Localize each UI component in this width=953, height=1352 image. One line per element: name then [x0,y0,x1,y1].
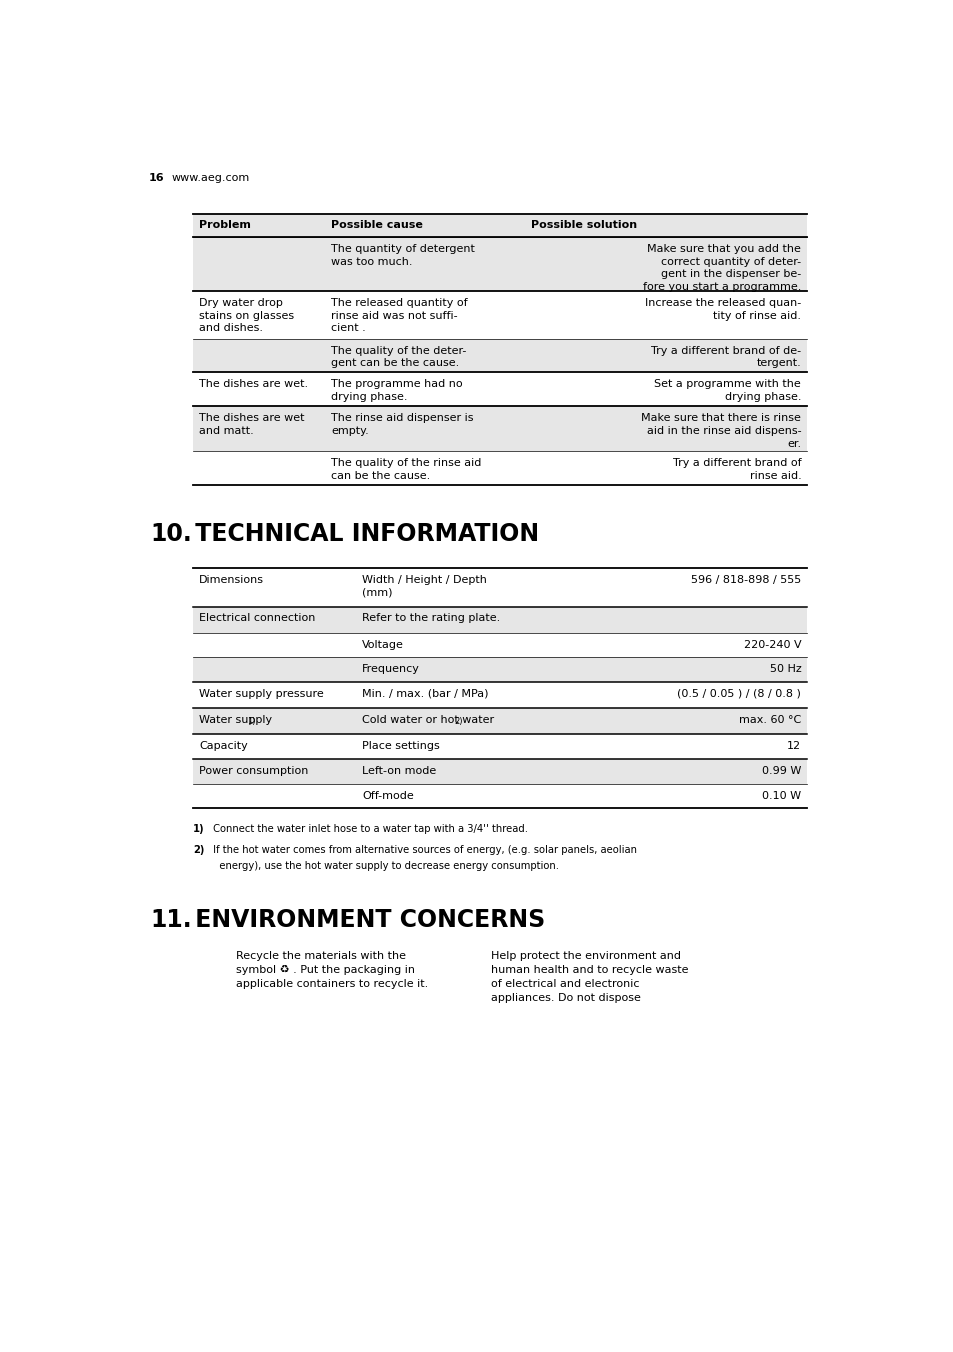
Text: The dishes are wet
and matt.: The dishes are wet and matt. [199,414,304,437]
Text: energy), use the hot water supply to decrease energy consumption.: energy), use the hot water supply to dec… [210,861,558,871]
Bar [193,214,806,237]
Bar [193,657,806,681]
Text: www.aeg.com: www.aeg.com [172,173,250,183]
Bar [193,407,806,452]
Text: Try a different brand of de-
tergent.: Try a different brand of de- tergent. [651,346,801,368]
Text: Cold water or hot water: Cold water or hot water [361,715,494,725]
Text: Increase the released quan-
tity of rinse aid.: Increase the released quan- tity of rins… [644,297,801,320]
Text: Make sure that you add the
correct quantity of deter-
gent in the dispenser be-
: Make sure that you add the correct quant… [642,243,801,292]
Text: Water supply pressure: Water supply pressure [199,690,323,699]
Text: 0.10 W: 0.10 W [761,791,801,800]
Text: Help protect the environment and
human health and to recycle waste
of electrical: Help protect the environment and human h… [491,950,688,1003]
Text: Connect the water inlet hose to a water tap with a 3/4'' thread.: Connect the water inlet hose to a water … [210,823,527,834]
Text: Water supply: Water supply [199,715,272,725]
Text: The quantity of detergent
was too much.: The quantity of detergent was too much. [331,243,475,266]
Text: Refer to the rating plate.: Refer to the rating plate. [361,614,499,623]
Text: Dry water drop
stains on glasses
and dishes.: Dry water drop stains on glasses and dis… [199,297,294,334]
Text: Set a programme with the
drying phase.: Set a programme with the drying phase. [654,380,801,402]
Text: The quality of the deter-
gent can be the cause.: The quality of the deter- gent can be th… [331,346,466,368]
Text: Recycle the materials with the
symbol ♻ . Put the packaging in
applicable contai: Recycle the materials with the symbol ♻ … [235,950,427,988]
Text: Possible cause: Possible cause [331,220,422,230]
Bar [193,607,806,633]
Text: 2): 2) [193,845,204,856]
Text: (0.5 / 0.05 ) / (8 / 0.8 ): (0.5 / 0.05 ) / (8 / 0.8 ) [677,690,801,699]
Bar [193,758,806,784]
Text: If the hot water comes from alternative sources of energy, (e.g. solar panels, a: If the hot water comes from alternative … [210,845,637,856]
Text: Off-mode: Off-mode [361,791,414,800]
Text: 2): 2) [455,717,462,726]
Bar [193,708,806,734]
Text: 596 / 818-898 / 555: 596 / 818-898 / 555 [690,575,801,585]
Text: Min. / max. (bar / MPa): Min. / max. (bar / MPa) [361,690,488,699]
Text: 0.99 W: 0.99 W [761,767,801,776]
Text: 220-240 V: 220-240 V [742,639,801,650]
Text: 11.: 11. [150,909,192,933]
Text: Voltage: Voltage [361,639,403,650]
Bar [193,338,806,372]
Text: The quality of the rinse aid
can be the cause.: The quality of the rinse aid can be the … [331,458,481,481]
Text: Try a different brand of
rinse aid.: Try a different brand of rinse aid. [672,458,801,481]
Text: 1): 1) [193,823,204,834]
Text: 10.: 10. [150,522,192,546]
Text: ENVIRONMENT CONCERNS: ENVIRONMENT CONCERNS [187,909,545,933]
Text: 1): 1) [247,717,255,726]
Text: Width / Height / Depth
(mm): Width / Height / Depth (mm) [361,575,486,598]
Text: Frequency: Frequency [361,664,419,675]
Text: Dimensions: Dimensions [199,575,264,585]
Text: 12: 12 [786,741,801,752]
Text: Problem: Problem [199,220,251,230]
Text: The released quantity of
rinse aid was not suffi-
cient .: The released quantity of rinse aid was n… [331,297,467,334]
Text: Make sure that there is rinse
aid in the rinse aid dispens-
er.: Make sure that there is rinse aid in the… [640,414,801,449]
Text: Left-on mode: Left-on mode [361,767,436,776]
Text: The rinse aid dispenser is
empty.: The rinse aid dispenser is empty. [331,414,474,437]
Text: Possible solution: Possible solution [531,220,637,230]
Text: Place settings: Place settings [361,741,439,752]
Text: Capacity: Capacity [199,741,248,752]
Text: The programme had no
drying phase.: The programme had no drying phase. [331,380,462,402]
Text: 16: 16 [149,173,164,183]
Text: The dishes are wet.: The dishes are wet. [199,380,308,389]
Text: max. 60 °C: max. 60 °C [739,715,801,725]
Text: TECHNICAL INFORMATION: TECHNICAL INFORMATION [187,522,539,546]
Text: Electrical connection: Electrical connection [199,614,315,623]
Text: 50 Hz: 50 Hz [769,664,801,675]
Bar [193,237,806,291]
Text: Power consumption: Power consumption [199,767,308,776]
